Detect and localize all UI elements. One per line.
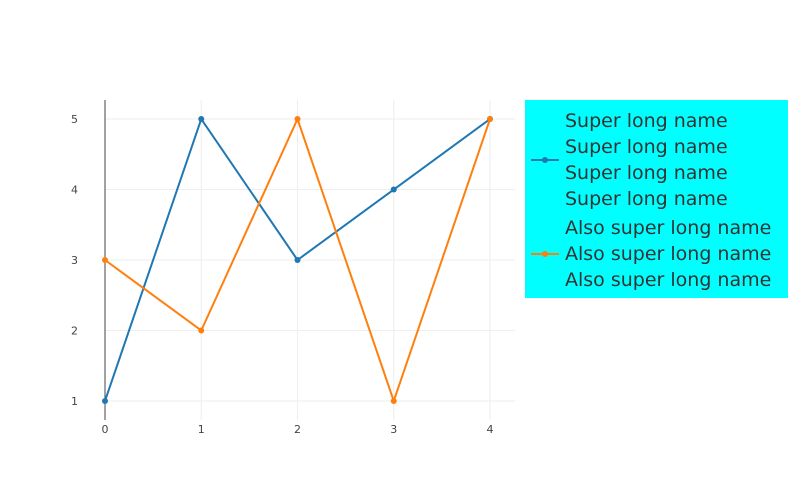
legend-item-1-text-0: Also super long name [565,217,771,239]
y-tick-label-3: 4 [71,184,78,197]
y-tick-label-0: 1 [71,395,78,408]
legend[interactable]: Super long name Super long name Super long… [525,100,788,298]
series-1 [102,116,493,404]
y-tick-label-1: 2 [71,324,78,337]
legend-item-1-marker-symbol [542,251,548,257]
series-0-point-3 [390,186,397,193]
series-1-point-0 [102,257,108,263]
series-0-point-2 [294,257,301,263]
series-1-point-4 [487,116,493,123]
y-tick-label-2: 3 [71,254,78,267]
series-1-point-3 [390,397,397,404]
series-1-point-2 [294,116,301,123]
series-0-point-1 [198,116,205,123]
legend-background [525,100,788,298]
legend-item-0-text-3: Super long name [565,188,728,210]
legend-item-1-text-1: Also super long name [565,243,771,265]
legend-item-0-text-0: Super long name [565,110,728,132]
x-tick-label-3: 3 [390,423,397,436]
series-0-point-0 [102,397,108,404]
axes: 1 2 3 4 5 0 1 2 3 4 [71,100,494,436]
grid [105,100,515,420]
x-tick-label-0: 0 [102,423,109,436]
x-tick-label-1: 1 [198,423,205,436]
x-tick-label-4: 4 [487,423,494,436]
legend-item-1[interactable]: Also super long name Also super long name… [531,217,771,291]
legend-item-0-text-1: Super long name [565,136,728,158]
legend-item-0-marker-symbol [542,157,548,163]
legend-item-1-text-2: Also super long name [565,269,771,291]
legend-item-0-text-2: Super long name [565,162,728,184]
x-tick-label-2: 2 [294,423,301,436]
y-tick-label-4: 5 [71,113,78,126]
legend-item-0[interactable]: Super long name Super long name Super long… [531,110,728,210]
series-layer [102,116,493,404]
series-1-point-1 [198,327,205,334]
